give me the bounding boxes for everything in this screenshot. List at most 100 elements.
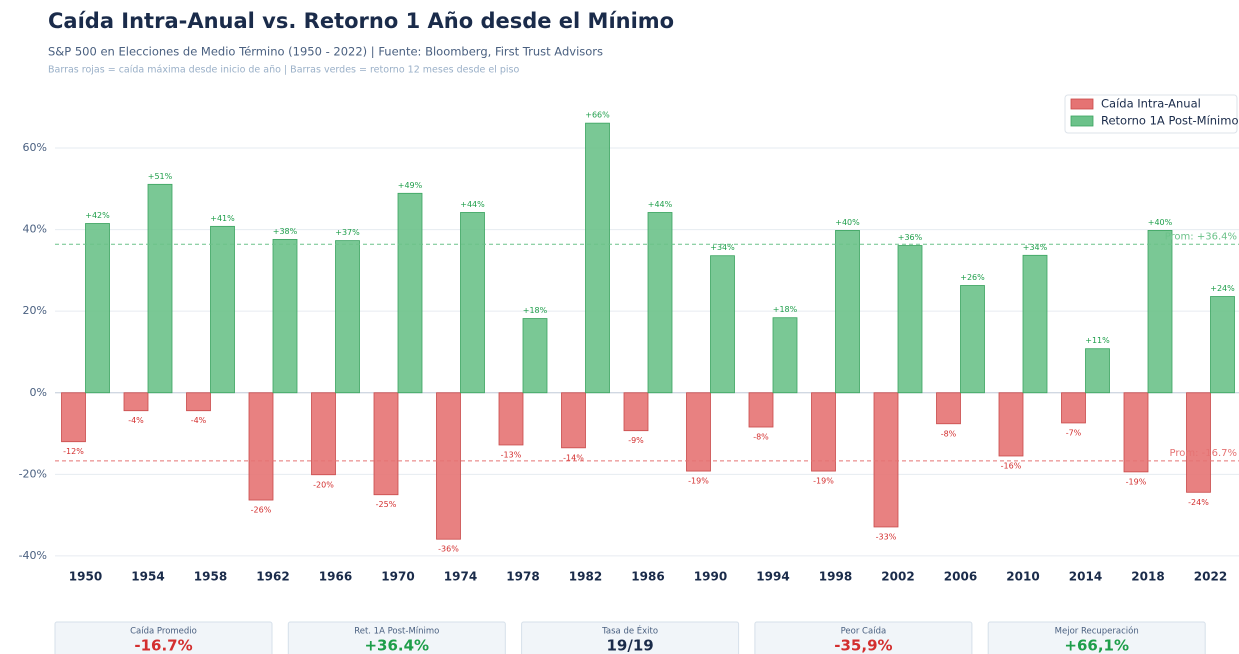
bar xyxy=(710,255,735,394)
value-label: +18% xyxy=(773,305,798,314)
bar xyxy=(561,392,586,449)
value-label: +51% xyxy=(148,172,173,181)
bar xyxy=(897,245,923,394)
value-label: -33% xyxy=(876,532,897,541)
value-label: -19% xyxy=(1126,477,1147,486)
value-label: -9% xyxy=(628,436,644,445)
bar xyxy=(623,392,649,432)
bar xyxy=(61,392,86,443)
value-label: -36% xyxy=(438,545,459,554)
stat-card xyxy=(287,621,506,654)
bar xyxy=(686,392,711,472)
value-label: -8% xyxy=(941,429,957,438)
bar xyxy=(522,318,548,394)
bar xyxy=(1022,254,1048,394)
stat-card-label: Peor Caída xyxy=(841,627,887,637)
reference-label: Prom: -16.7% xyxy=(1169,448,1237,459)
bar xyxy=(873,392,899,528)
value-label: -25% xyxy=(376,500,397,509)
y-tick-label: 20% xyxy=(23,304,47,317)
value-label: +38% xyxy=(273,227,298,236)
value-label: -13% xyxy=(501,450,522,459)
stat-card xyxy=(987,621,1206,654)
value-label: +44% xyxy=(460,200,485,209)
bar xyxy=(436,392,461,540)
bar xyxy=(835,230,860,394)
bar xyxy=(1085,348,1110,394)
chart-title: Caída Intra-Anual vs. Retorno 1 Año desd… xyxy=(48,9,674,33)
bar xyxy=(311,392,336,476)
bar xyxy=(1210,296,1235,394)
value-label: +34% xyxy=(710,243,735,252)
bar xyxy=(748,392,774,428)
bar xyxy=(123,392,149,412)
x-tick-label: 1978 xyxy=(506,570,539,584)
value-label: -14% xyxy=(563,453,584,462)
bar xyxy=(460,212,485,394)
value-label: +11% xyxy=(1085,336,1110,345)
x-tick-label: 1974 xyxy=(444,570,477,584)
value-label: +40% xyxy=(835,218,860,227)
stat-card-value: -16.7% xyxy=(134,637,192,654)
value-label: +41% xyxy=(210,214,235,223)
bar xyxy=(647,212,673,394)
stat-card-label: Mejor Recuperación xyxy=(1055,626,1139,637)
x-tick-label: 2006 xyxy=(944,570,977,584)
x-tick-label: 1994 xyxy=(756,570,789,584)
bar xyxy=(85,223,110,394)
x-tick-label: 2018 xyxy=(1131,570,1164,584)
bar xyxy=(272,238,298,394)
y-tick-label: -20% xyxy=(19,467,47,480)
stat-card-value: 19/19 xyxy=(606,637,653,654)
stat-card xyxy=(754,621,973,654)
stat-card xyxy=(521,621,740,654)
value-label: -26% xyxy=(251,506,272,515)
stat-card-label: Ret. 1A Post-Mínimo xyxy=(354,627,439,637)
stat-card-value: +36.4% xyxy=(364,637,429,654)
value-label: -16% xyxy=(1001,461,1022,470)
y-tick-label: -40% xyxy=(19,549,47,562)
value-label: -24% xyxy=(1188,498,1209,507)
x-tick-label: 1962 xyxy=(256,570,289,584)
bar xyxy=(147,183,173,394)
value-label: +36% xyxy=(898,233,923,242)
bar xyxy=(585,122,610,394)
value-label: -4% xyxy=(191,416,207,425)
legend-label: Retorno 1A Post-Mínimo xyxy=(1101,114,1239,128)
bar xyxy=(498,392,524,446)
value-label: +44% xyxy=(648,200,673,209)
x-tick-label: 1986 xyxy=(631,570,664,584)
x-tick-label: 1966 xyxy=(319,570,352,584)
reference-label: Prom: +36.4% xyxy=(1165,231,1237,242)
value-label: -4% xyxy=(128,416,144,425)
bar xyxy=(1147,230,1173,394)
x-tick-label: 1970 xyxy=(381,570,414,584)
value-label: -19% xyxy=(813,477,834,486)
value-label: -20% xyxy=(313,480,334,489)
x-tick-label: 2010 xyxy=(1006,570,1039,584)
bar xyxy=(998,392,1024,457)
bar xyxy=(186,392,211,412)
x-tick-label: 2014 xyxy=(1069,570,1102,584)
x-tick-label: 2022 xyxy=(1194,570,1227,584)
bar xyxy=(373,392,399,496)
y-tick-label: 0% xyxy=(30,386,47,399)
legend-box xyxy=(1064,94,1238,134)
legend-label: Caída Intra-Anual xyxy=(1101,97,1201,111)
value-label: +66% xyxy=(585,111,610,120)
value-label: -8% xyxy=(753,433,769,442)
chart-subtitle: S&P 500 en Elecciones de Medio Término (… xyxy=(48,45,603,59)
bar xyxy=(811,392,836,472)
value-label: +24% xyxy=(1210,284,1235,293)
value-label: +40% xyxy=(1148,218,1173,227)
value-label: -7% xyxy=(1066,428,1082,437)
x-tick-label: 1982 xyxy=(569,570,602,584)
bar xyxy=(335,240,360,394)
value-label: +37% xyxy=(335,228,360,237)
bar xyxy=(936,392,961,425)
stat-card xyxy=(54,621,273,654)
y-tick-label: 60% xyxy=(23,141,47,154)
stat-card-value: -35,9% xyxy=(834,637,892,654)
stat-card-value: +66,1% xyxy=(1064,637,1129,654)
value-label: +49% xyxy=(398,181,423,190)
